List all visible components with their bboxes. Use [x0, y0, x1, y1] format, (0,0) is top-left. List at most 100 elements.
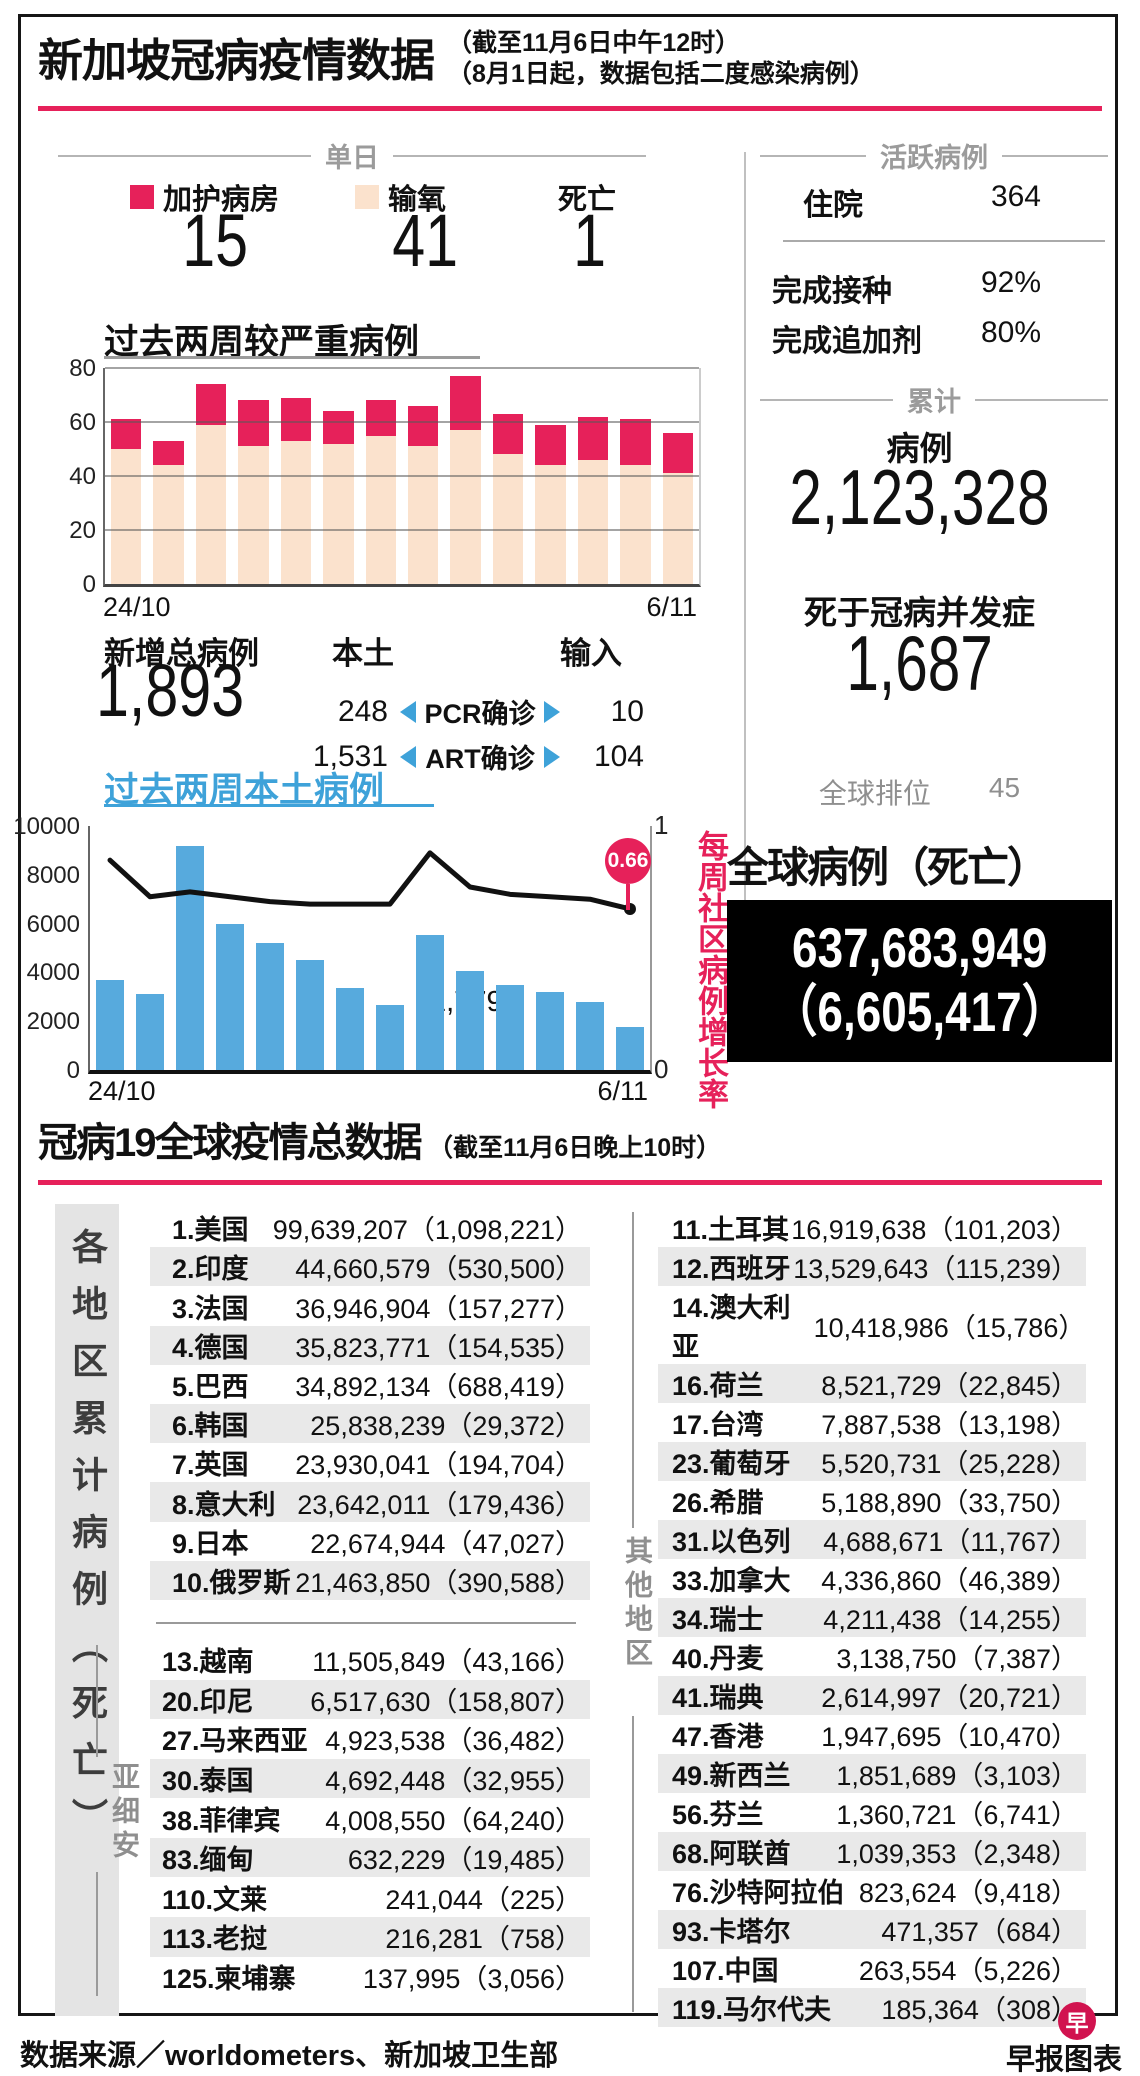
country-cases-deaths: 4,688,671（11,767） [823, 1527, 1078, 1557]
country-cases-deaths: 11,505,849（43,166） [312, 1647, 582, 1678]
country-name: 14.澳大利亚 [672, 1293, 791, 1362]
divider-line [1002, 154, 1108, 157]
global-cases-title: 全球病例（死亡） [727, 844, 1049, 891]
y-axis-tick-label: 0 [66, 1057, 80, 1084]
country-cases-deaths: 16,919,638（101,203） [791, 1215, 1078, 1245]
country-name: 83.缅甸 [162, 1845, 254, 1876]
y-axis-tick-label: 0 [82, 571, 96, 598]
table-row: 6.韩国 25,838,239（29,372） [150, 1404, 590, 1444]
country-cases-deaths: 1,039,353（2,348） [836, 1839, 1078, 1869]
severe-chart-title: 过去两周较严重病例 [104, 323, 420, 362]
table-row: 68.阿联酋 1,039,353（2,348） [658, 1832, 1086, 1871]
vaccinated-label: 完成接种 [772, 275, 892, 308]
table-row: 30.泰国 4,692,448（32,955） [150, 1758, 590, 1799]
severe-bar [232, 368, 274, 584]
local-bar [136, 994, 164, 1070]
table-row: 3.法国 36,946,904（157,277） [150, 1286, 590, 1325]
legend-oxygen-label: 输氧 [388, 184, 447, 216]
local-chart-title: 过去两周本土病例 [104, 771, 385, 810]
country-name: 27.马来西亚 [162, 1726, 308, 1757]
country-cases-deaths: 1,947,695（10,470） [821, 1722, 1078, 1752]
table-row: 2.印度 44,660,579（530,500） [150, 1247, 590, 1287]
severe-bar-oxygen-segment [577, 459, 609, 584]
country-cases-deaths: 6,517,630（158,807） [310, 1686, 582, 1717]
country-cases-deaths: 99,639,207（1,098,221） [272, 1215, 582, 1246]
column-divider [744, 152, 746, 904]
divider-line [393, 154, 646, 157]
table-row: 110.文莱 241,044（225） [150, 1877, 590, 1917]
asean-bracket-top [96, 1645, 98, 1757]
y-axis-tick-label: 2000 [26, 1008, 80, 1036]
page-title: 新加坡冠病疫情数据 [38, 35, 435, 86]
art-local-value: 1,531 [312, 739, 388, 773]
y-axis-tick-label: 6000 [26, 910, 80, 938]
country-cases-deaths: 10,418,986（15,786） [813, 1312, 1086, 1343]
table-row: 23.葡萄牙 5,520,731（25,228） [658, 1442, 1086, 1481]
country-name: 110.文莱 [162, 1884, 268, 1915]
table-row: 11.土耳其 16,919,638（101,203） [658, 1208, 1086, 1247]
severe-bar-icu-segment [407, 405, 439, 447]
daily-icu-value: 15 [182, 199, 248, 282]
newcases-pcr-row: 248 PCR确诊 10 [270, 692, 644, 731]
local-bar [216, 923, 244, 1070]
severe-chart-title-rule [104, 356, 480, 359]
booster-value: 80% [980, 316, 1041, 349]
table-row: 5.巴西 34,892,134（688,419） [150, 1365, 590, 1404]
table-row: 8.意大利 23,642,011（179,436） [150, 1482, 590, 1522]
country-cases-deaths: 44,660,579（530,500） [295, 1254, 582, 1285]
country-name: 1.美国 [172, 1215, 249, 1246]
world-table-title: 冠病19全球疫情总数据 [38, 1121, 422, 1165]
table-row: 14.澳大利亚 10,418,986（15,786） [658, 1286, 1086, 1364]
country-name: 11.土耳其 [672, 1215, 790, 1245]
icu-swatch-icon [130, 185, 154, 209]
country-cases-deaths: 25,838,239（29,372） [310, 1411, 582, 1442]
country-cases-deaths: 4,336,860（46,389） [821, 1566, 1078, 1596]
newcases-local-label: 本土 [332, 636, 394, 671]
y-axis-tick-label: 4000 [26, 959, 80, 987]
severe-bar-oxygen-segment [280, 440, 312, 584]
country-cases-deaths: 241,044（225） [385, 1884, 582, 1915]
legend-icu-label: 加护病房 [163, 184, 280, 216]
severe-bar-icu-segment [535, 424, 566, 466]
severe-bar [657, 368, 699, 584]
divider-line [760, 154, 866, 157]
country-cases-deaths: 137,995（3,056） [362, 1963, 582, 1994]
table-row: 13.越南 11,505,849（43,166） [150, 1640, 590, 1680]
table-row: 1.美国 99,639,207（1,098,221） [150, 1208, 590, 1247]
table-side-strip: 各地区累计病例（死亡） [55, 1204, 119, 2016]
y-axis-tick-label: 40 [69, 463, 96, 490]
section-active: 活跃病例 [760, 136, 1108, 175]
severe-bar [572, 368, 614, 584]
newcases-total-label: 新增总病例 [104, 636, 259, 671]
oxygen-swatch-icon [355, 185, 379, 209]
divider-line [760, 398, 893, 401]
newcases-art-row: 1,531 ART确诊 104 [270, 737, 644, 776]
local-chart-x-end: 6/11 [597, 1076, 648, 1106]
daily-death-value: 1 [573, 199, 607, 282]
country-cases-deaths: 35,823,771（154,535） [295, 1332, 582, 1363]
country-cases-deaths: 21,463,850（390,588） [295, 1567, 582, 1598]
country-name: 33.加拿大 [672, 1566, 791, 1596]
country-cases-deaths: 2,614,997（20,721） [821, 1683, 1078, 1713]
country-cases-deaths: 263,554（5,226） [858, 1956, 1078, 1986]
severe-bar-icu-segment [577, 416, 609, 460]
country-name: 5.巴西 [172, 1371, 249, 1402]
others-group-label: 其他地区 [622, 1536, 653, 1672]
table-row: 4.德国 35,823,771（154,535） [150, 1325, 590, 1365]
cumulative-deaths-label: 死于冠病并发症 [804, 594, 1035, 631]
growth-line [107, 850, 633, 912]
global-cases-box: 637,683,949 （6,605,417） [727, 900, 1112, 1062]
country-cases-deaths: 4,923,538（36,482） [325, 1726, 582, 1757]
table-side-label: 各地区累计病例（死亡） [67, 1228, 108, 1855]
title-note-2: （8月1日起，数据包括二度感染病例） [447, 60, 875, 88]
table-row: 26.希腊 5,188,890（33,750） [658, 1481, 1086, 1520]
table-row: 40.丹麦 3,138,750（7,387） [658, 1637, 1086, 1676]
severe-bar-oxygen-segment [238, 446, 269, 584]
section-daily-label: 单日 [325, 143, 379, 173]
table-row: 125.柬埔寨 137,995（3,056） [150, 1957, 590, 1997]
severe-bar-icu-segment [620, 419, 651, 466]
gridline [105, 367, 699, 369]
country-name: 40.丹麦 [672, 1644, 764, 1674]
